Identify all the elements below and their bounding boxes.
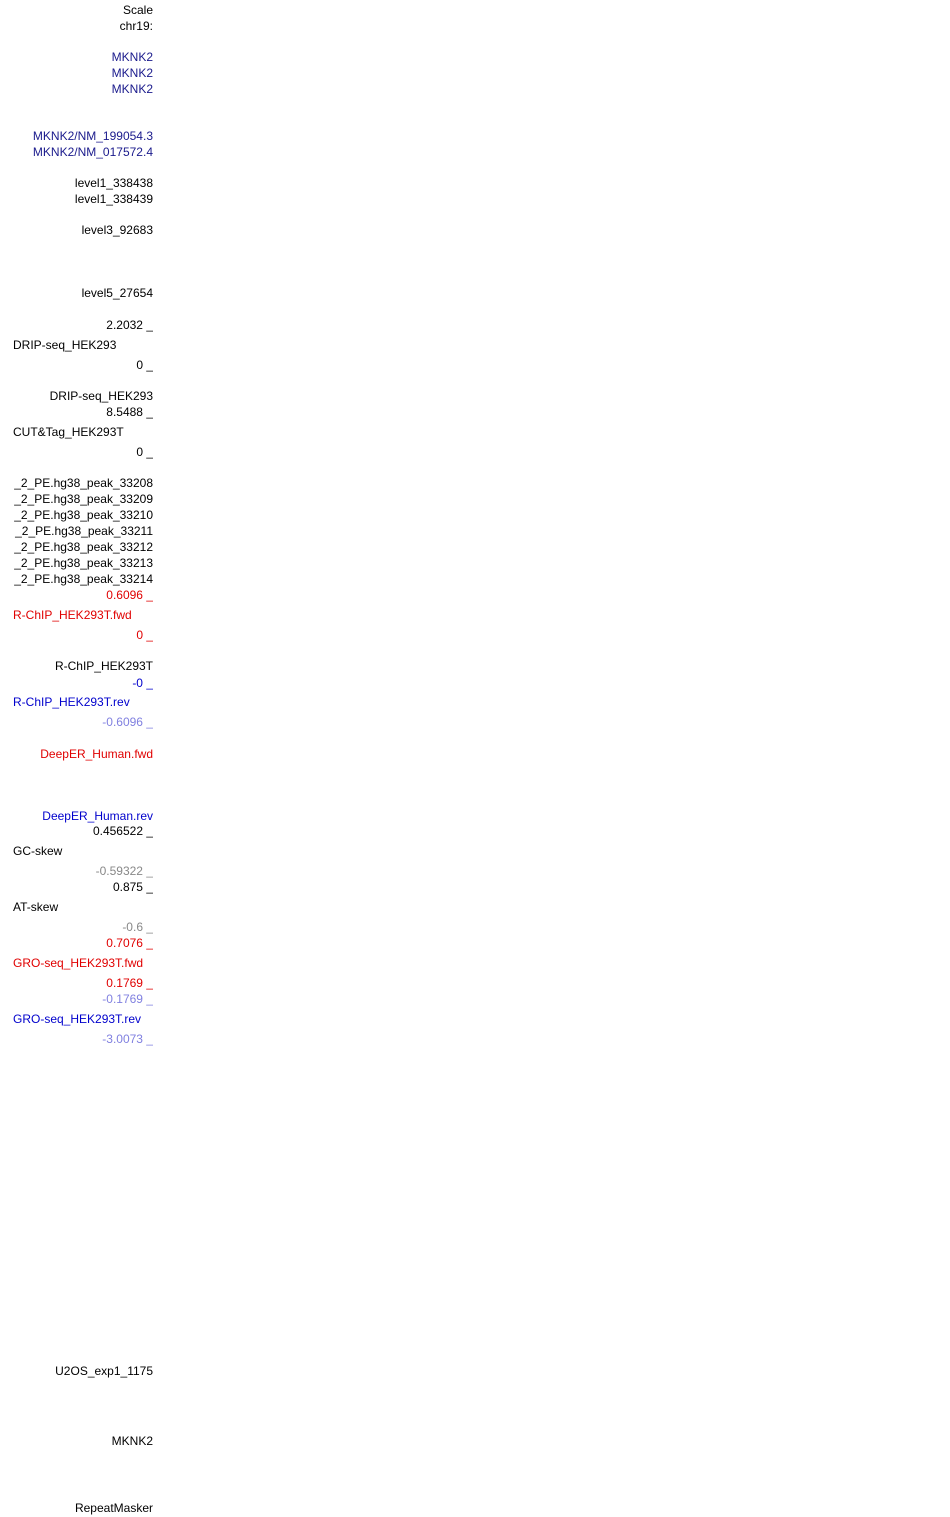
track-label: level3_92683 [81,223,153,237]
track-label: _2_PE.hg38_peak_33212 [14,540,153,554]
track-label: MKNK2/NM_199054.3 [32,129,153,143]
track-title: GC-skew [13,844,63,858]
track-label: _2_PE.hg38_peak_33211 [15,524,153,538]
track-label: -3.0073 _ [102,1032,153,1046]
track-label: 0 _ [136,358,153,372]
track-title: DRIP-seq_HEK293 [13,338,117,352]
track-label: MKNK2 [111,82,153,96]
track-label: _2_PE.hg38_peak_33210 [14,508,153,522]
track-label: 0 _ [136,628,153,642]
track-label: -0.1769 _ [102,992,153,1006]
track-label: DRIP-seq_HEK293 [49,389,153,403]
track-label: RepeatMasker [74,1501,153,1515]
track-label: DeepER_Human.rev [42,809,153,823]
track-label: _2_PE.hg38_peak_33214 [14,572,153,586]
track-label: -0.6 _ [122,920,153,934]
track-title: GRO-seq_HEK293T.fwd [13,956,144,970]
track-label: R-ChIP_HEK293T [54,659,153,673]
track-label: _2_PE.hg38_peak_33209 [14,492,153,506]
label-column: Scale chr19: MKNK2 MKNK2 MKNK2 MKNK2/NM_19905… [12,0,153,1517]
track-label: -0.6096 _ [102,715,153,729]
track-label: Scale [122,3,153,17]
track-label: _2_PE.hg38_peak_33208 [14,476,153,490]
track-label: 0.7076 _ [106,936,153,950]
track-title: GRO-seq_HEK293T.rev [13,1012,142,1026]
track-label: U2OS_exp1_1175 [55,1364,153,1378]
track-label: 0.1769 _ [106,976,153,990]
track-label: -0 _ [132,676,153,690]
track-label: _2_PE.hg38_peak_33213 [14,556,153,570]
track-label: MKNK2/NM_017572.4 [32,145,153,159]
track-label: MKNK2 [111,66,153,80]
track-label: level1_338439 [74,192,153,206]
track-label: MKNK2 [111,1434,153,1448]
track-title: CUT&Tag_HEK293T [13,425,124,439]
track-label: 0.6096 _ [106,588,153,602]
track-label: 0 _ [136,445,153,459]
track-title: R-ChIP_HEK293T.fwd [13,608,132,622]
track-label: level5_27654 [81,286,153,300]
track-label: -0.59322 _ [95,864,153,878]
track-label: 2.2032 _ [106,318,153,332]
track-label: 0.456522 _ [92,824,153,838]
track-label: chr19: [119,19,153,33]
track-label: 8.5488 _ [106,405,153,419]
track-label: MKNK2 [111,50,153,64]
track-label: level1_338438 [74,176,153,190]
track-title: R-ChIP_HEK293T.rev [13,695,130,709]
track-label: DeepER_Human.fwd [40,747,153,761]
track-label: 0.875 _ [112,880,153,894]
track-title: AT-skew [13,900,59,914]
